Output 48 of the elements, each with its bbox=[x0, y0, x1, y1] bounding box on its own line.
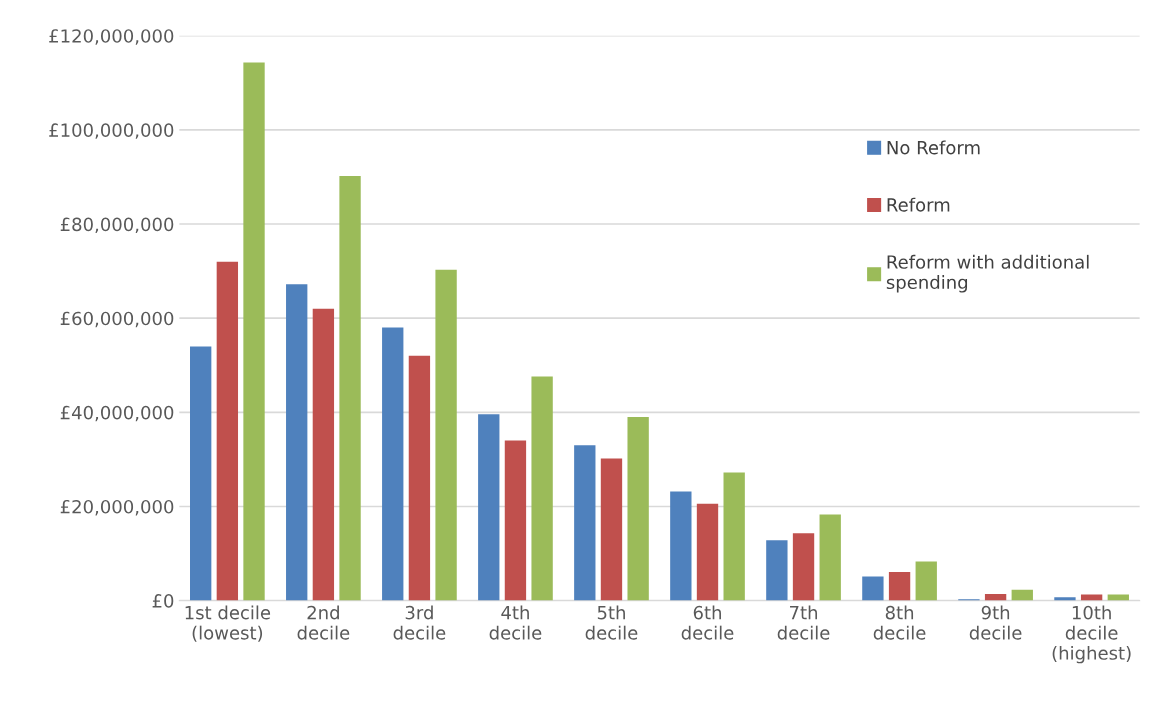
x-tick-label: 7th decile bbox=[777, 605, 830, 640]
x-tick-label: 5th decile bbox=[585, 605, 638, 640]
bar bbox=[862, 576, 884, 601]
y-tick-label: £20,000,000 bbox=[60, 499, 174, 516]
bar bbox=[600, 458, 623, 601]
bar bbox=[408, 355, 431, 601]
y-tick-label: £60,000,000 bbox=[60, 311, 174, 328]
bar bbox=[888, 571, 911, 601]
x-tick-label: 10th decile (highest) bbox=[1052, 605, 1131, 664]
y-tick-label: £40,000,000 bbox=[60, 405, 174, 422]
bar bbox=[1107, 594, 1129, 601]
legend-label: Reform bbox=[887, 197, 950, 212]
y-tick-label: £120,000,000 bbox=[49, 29, 174, 45]
bar bbox=[574, 445, 596, 601]
bar bbox=[243, 62, 265, 601]
bar bbox=[1011, 589, 1033, 601]
legend-label: No Reform bbox=[887, 140, 980, 155]
y-tick-label: £80,000,000 bbox=[60, 217, 174, 233]
bar bbox=[819, 514, 841, 601]
y-tick-label: £0 bbox=[152, 594, 174, 608]
bar bbox=[478, 414, 500, 601]
bar bbox=[190, 346, 212, 601]
bar bbox=[1080, 594, 1103, 601]
bar bbox=[766, 540, 788, 601]
bar bbox=[531, 376, 553, 601]
x-tick-label: 6th decile bbox=[681, 605, 734, 640]
y-tick-label: £100,000,000 bbox=[49, 123, 174, 139]
bar bbox=[696, 503, 719, 601]
bar bbox=[312, 308, 335, 601]
x-tick-label: 9th decile bbox=[969, 605, 1022, 640]
bar bbox=[435, 269, 457, 601]
x-tick-label: 1st decile (lowest) bbox=[185, 605, 271, 642]
bar bbox=[915, 561, 937, 601]
bar bbox=[627, 417, 649, 601]
bar bbox=[216, 261, 239, 601]
bar bbox=[670, 491, 692, 601]
bar bbox=[382, 327, 404, 601]
bar bbox=[1054, 597, 1076, 601]
bar bbox=[286, 284, 308, 601]
x-tick-label: 2nd decile bbox=[297, 605, 350, 640]
legend-label: Reform with additional spending bbox=[886, 254, 1089, 293]
x-tick-label: 3rd decile bbox=[393, 605, 446, 640]
bar bbox=[723, 472, 745, 601]
x-tick-label: 8th decile bbox=[873, 605, 926, 640]
bar bbox=[504, 440, 527, 601]
bar bbox=[792, 533, 815, 601]
bar bbox=[339, 176, 361, 601]
x-tick-label: 4th decile bbox=[489, 605, 542, 640]
